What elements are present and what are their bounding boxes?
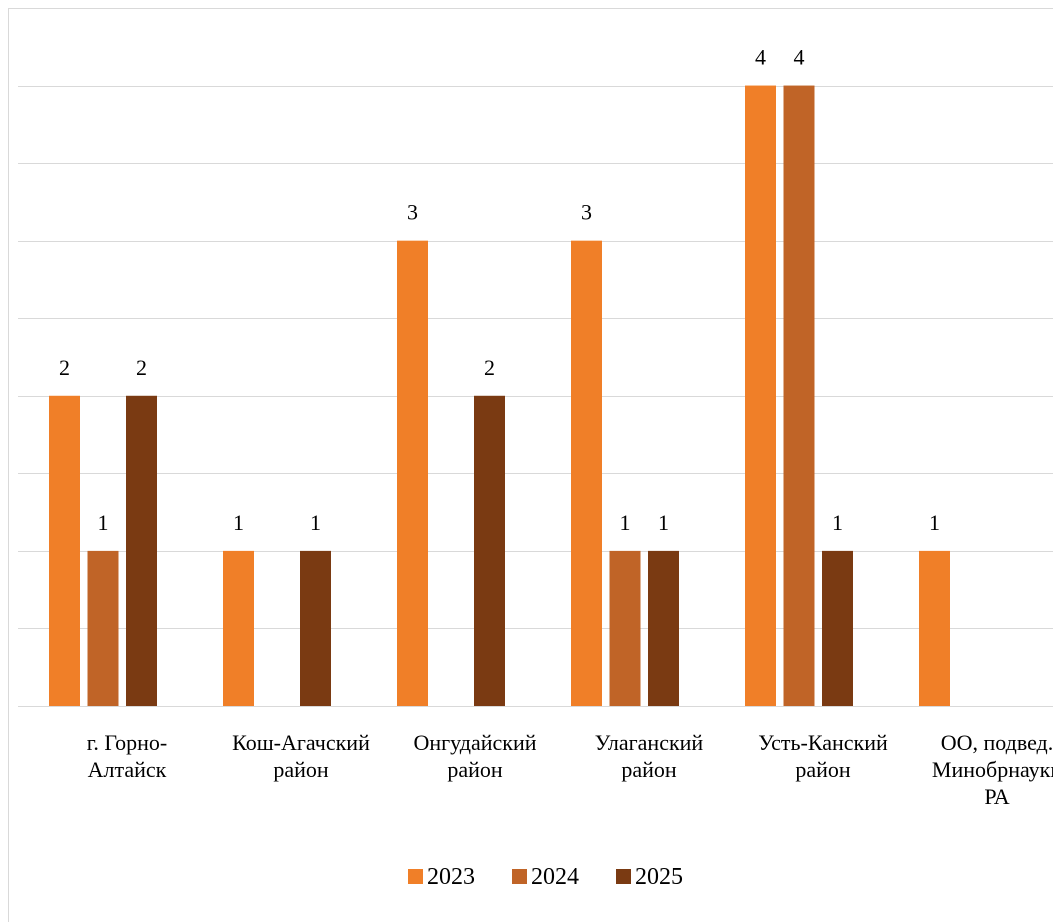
legend-label: 2024 [531,864,579,890]
data-label: 3 [407,200,418,225]
data-label: 2 [59,355,70,380]
bar [223,550,254,706]
legend-item: 2025 [616,864,683,890]
data-labels: 2 1 2 1 1 3 2 3 1 1 4 4 1 1 [59,45,940,535]
bar [745,85,776,707]
bar [822,550,853,706]
category-label: г. Горно-Алтайск [87,730,167,782]
data-label: 1 [832,510,843,535]
data-label: 2 [136,355,147,380]
legend-swatch [408,869,423,884]
category-label: Кош-Агачский район [232,730,370,782]
bar [783,85,815,707]
bar [300,550,331,706]
bar [609,550,641,706]
bar [49,395,80,706]
bar [397,240,428,706]
bar [126,395,157,706]
legend-swatch [616,869,631,884]
category-label: Усть-Канский район [758,730,888,782]
legend-item: 2023 [408,864,475,890]
data-label: 4 [794,45,805,70]
category-label: Онгудайский район [413,730,536,782]
data-label: 1 [98,510,109,535]
legend-label: 2025 [635,864,683,890]
bar [648,550,679,706]
legend-swatch [512,869,527,884]
chart-frame [8,8,1053,922]
bar [474,395,505,706]
category-labels: г. Горно-Алтайск Кош-Агачский район Онгудай… [87,730,1053,809]
data-label: 2 [484,355,495,380]
bar [919,550,950,706]
legend-label: 2023 [427,864,475,890]
legend-item: 2024 [512,864,579,890]
category-label: Улаганский район [595,730,704,782]
data-label: 1 [620,510,631,535]
data-label: 1 [233,510,244,535]
data-label: 4 [755,45,766,70]
data-label: 1 [658,510,669,535]
data-label: 3 [581,200,592,225]
bar [87,550,119,706]
data-label: 1 [310,510,321,535]
data-label: 1 [929,510,940,535]
gridlines [18,86,1053,707]
legend: 2023 2024 2025 [408,864,683,890]
bar [571,240,602,706]
category-label: ОО, подвед. Минобрнауки РА [932,730,1053,809]
bars [49,85,950,707]
